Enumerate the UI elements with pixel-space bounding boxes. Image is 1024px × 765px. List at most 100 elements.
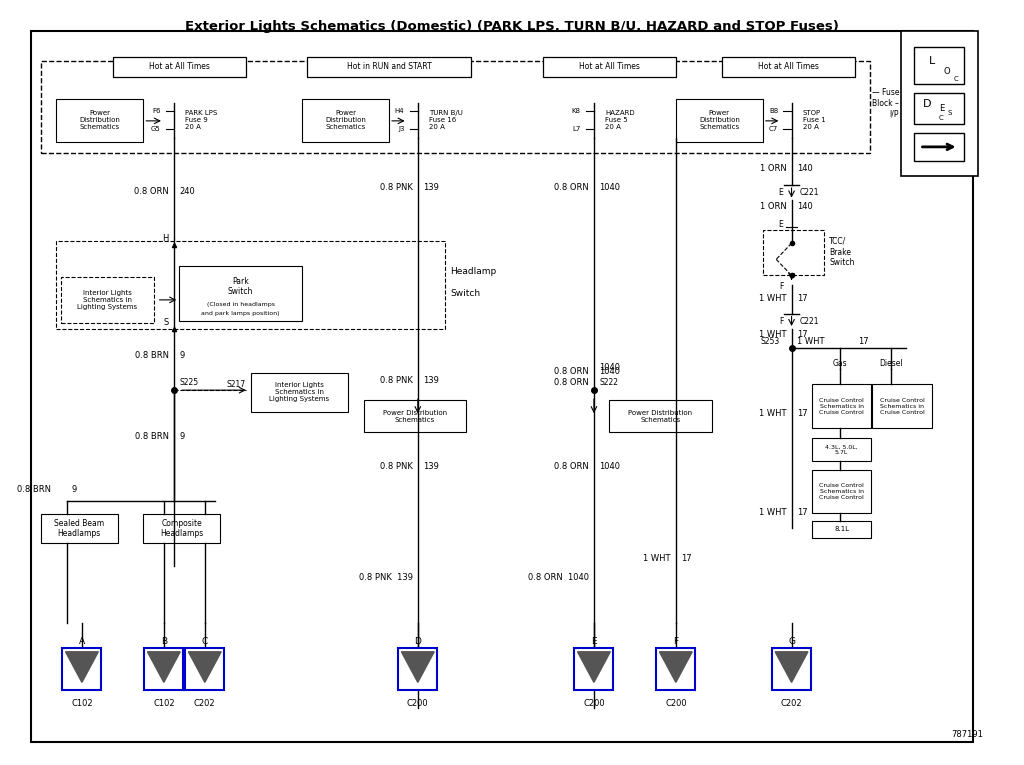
Text: (Closed in headlamps: (Closed in headlamps bbox=[207, 302, 274, 308]
Text: Cruise Control
Schematics in
Cruise Control: Cruise Control Schematics in Cruise Cont… bbox=[819, 483, 864, 500]
Text: Hot at All Times: Hot at All Times bbox=[148, 62, 210, 71]
Bar bbox=[364, 400, 466, 432]
Text: 17: 17 bbox=[681, 554, 691, 563]
Text: 4.3L, 5.0L,
5.7L: 4.3L, 5.0L, 5.7L bbox=[825, 444, 858, 455]
Bar bbox=[812, 470, 871, 513]
Polygon shape bbox=[147, 652, 180, 682]
Text: 9: 9 bbox=[179, 431, 184, 441]
Text: Cruise Control
Schematics in
Cruise Control: Cruise Control Schematics in Cruise Cont… bbox=[880, 398, 925, 415]
Text: C: C bbox=[953, 76, 958, 82]
Bar bbox=[302, 99, 389, 142]
Text: L7: L7 bbox=[572, 126, 581, 132]
Text: 1 WHT: 1 WHT bbox=[759, 294, 786, 303]
Text: G: G bbox=[788, 637, 795, 646]
Polygon shape bbox=[578, 652, 610, 682]
Text: Interior Lights
Schematics in
Lighting Systems: Interior Lights Schematics in Lighting S… bbox=[78, 290, 137, 310]
Text: 0.8 ORN: 0.8 ORN bbox=[134, 187, 169, 196]
Text: 17: 17 bbox=[858, 337, 868, 347]
Text: C202: C202 bbox=[780, 699, 803, 708]
Text: A: A bbox=[79, 637, 85, 646]
Bar bbox=[144, 648, 183, 690]
Text: C221: C221 bbox=[800, 188, 819, 197]
Text: C102: C102 bbox=[71, 699, 93, 708]
Bar bbox=[763, 230, 824, 275]
Text: 139: 139 bbox=[423, 462, 439, 471]
Text: B: B bbox=[161, 637, 167, 646]
Text: 1 WHT: 1 WHT bbox=[643, 554, 671, 563]
Text: Exterior Lights Schematics (Domestic) (PARK LPS, TURN B/U, HAZARD and STOP Fuses: Exterior Lights Schematics (Domestic) (P… bbox=[185, 21, 839, 33]
Text: 1 WHT: 1 WHT bbox=[759, 508, 786, 517]
Text: 8.1L: 8.1L bbox=[835, 526, 849, 532]
Text: 9: 9 bbox=[179, 351, 184, 360]
Text: 139: 139 bbox=[423, 376, 439, 386]
Text: S: S bbox=[947, 110, 952, 116]
Text: Park: Park bbox=[232, 277, 249, 286]
Text: Diesel: Diesel bbox=[879, 359, 903, 368]
Text: PARK LPS
Fuse 9
20 A: PARK LPS Fuse 9 20 A bbox=[185, 110, 217, 130]
Text: 1 WHT: 1 WHT bbox=[759, 330, 786, 339]
Bar bbox=[656, 648, 695, 690]
Text: 0.8 ORN  1040: 0.8 ORN 1040 bbox=[527, 573, 589, 582]
Text: C202: C202 bbox=[194, 699, 216, 708]
Text: TCC/: TCC/ bbox=[829, 236, 847, 246]
Text: K8: K8 bbox=[571, 109, 581, 114]
Text: 1040: 1040 bbox=[599, 462, 621, 471]
Text: 0.8 BRN: 0.8 BRN bbox=[135, 351, 169, 360]
Text: S: S bbox=[164, 318, 169, 327]
Polygon shape bbox=[66, 652, 98, 682]
Text: — Fuse
Block –
I/P: — Fuse Block – I/P bbox=[871, 89, 899, 118]
Text: C221: C221 bbox=[800, 317, 819, 326]
Text: F: F bbox=[779, 282, 783, 291]
Text: HAZARD
Fuse 5
20 A: HAZARD Fuse 5 20 A bbox=[605, 110, 635, 130]
Text: Hot at All Times: Hot at All Times bbox=[579, 62, 640, 71]
Bar bbox=[307, 57, 471, 76]
Text: 17: 17 bbox=[797, 330, 807, 339]
Polygon shape bbox=[401, 652, 434, 682]
Text: 240: 240 bbox=[179, 187, 195, 196]
Text: Hot at All Times: Hot at All Times bbox=[758, 62, 819, 71]
Text: Power Distribution
Schematics: Power Distribution Schematics bbox=[383, 410, 446, 422]
Text: Composite
Headlamps: Composite Headlamps bbox=[160, 519, 204, 539]
Bar bbox=[56, 99, 143, 142]
Text: D: D bbox=[923, 99, 931, 109]
Text: and park lamps position): and park lamps position) bbox=[202, 311, 280, 315]
Text: Power
Distribution
Schematics: Power Distribution Schematics bbox=[80, 110, 120, 131]
Text: 1 ORN: 1 ORN bbox=[760, 164, 786, 173]
Text: Cruise Control
Schematics in
Cruise Control: Cruise Control Schematics in Cruise Cont… bbox=[819, 398, 864, 415]
Bar bbox=[41, 61, 870, 153]
Text: Gas: Gas bbox=[833, 359, 847, 368]
Text: 17: 17 bbox=[797, 294, 807, 303]
Text: 140: 140 bbox=[797, 202, 812, 211]
Text: 140: 140 bbox=[797, 164, 812, 173]
Text: H4: H4 bbox=[395, 109, 404, 114]
Text: Sealed Beam
Headlamps: Sealed Beam Headlamps bbox=[54, 519, 104, 539]
Text: D: D bbox=[415, 637, 421, 646]
Text: Switch: Switch bbox=[829, 258, 855, 267]
Text: E: E bbox=[591, 637, 597, 646]
Text: 0.8 PNK: 0.8 PNK bbox=[380, 376, 413, 386]
Text: 0.8 BRN: 0.8 BRN bbox=[135, 431, 169, 441]
Text: Switch: Switch bbox=[228, 287, 253, 295]
Text: 17: 17 bbox=[797, 409, 807, 418]
Text: E: E bbox=[939, 104, 944, 113]
Text: Headlamp: Headlamp bbox=[451, 267, 497, 276]
Text: 0.8 PNK: 0.8 PNK bbox=[380, 183, 413, 192]
Polygon shape bbox=[775, 652, 808, 682]
Text: 0.8 ORN: 0.8 ORN bbox=[554, 462, 589, 471]
Bar bbox=[676, 99, 763, 142]
Bar bbox=[914, 133, 964, 161]
Bar bbox=[812, 438, 871, 461]
Text: L: L bbox=[929, 57, 935, 67]
Text: 1 WHT: 1 WHT bbox=[759, 409, 786, 418]
Bar bbox=[62, 648, 101, 690]
Text: Interior Lights
Schematics in
Lighting Systems: Interior Lights Schematics in Lighting S… bbox=[269, 382, 330, 402]
Text: STOP
Fuse 1
20 A: STOP Fuse 1 20 A bbox=[803, 110, 825, 130]
Text: E: E bbox=[778, 220, 783, 229]
Bar bbox=[113, 57, 246, 76]
Bar bbox=[56, 241, 445, 329]
Text: C200: C200 bbox=[583, 699, 605, 708]
Text: H: H bbox=[163, 234, 169, 243]
Polygon shape bbox=[659, 652, 692, 682]
Text: C: C bbox=[202, 637, 208, 646]
Bar bbox=[772, 648, 811, 690]
